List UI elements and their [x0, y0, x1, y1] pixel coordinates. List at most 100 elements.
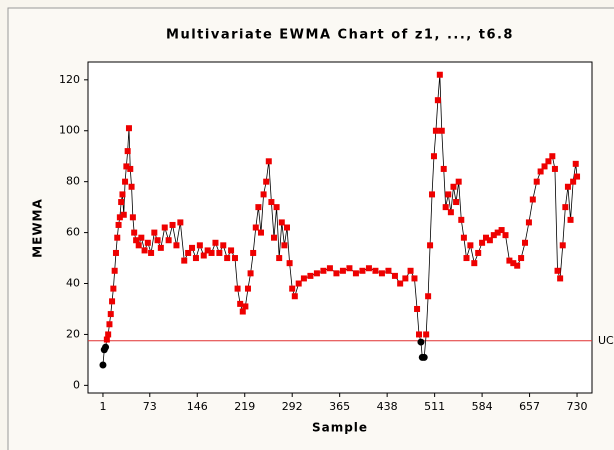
- y-tick-label: 60: [66, 226, 80, 239]
- point: [165, 237, 172, 244]
- point: [208, 249, 215, 256]
- x-tick-label: 73: [143, 400, 157, 413]
- point: [498, 227, 505, 234]
- point: [467, 242, 474, 249]
- point: [148, 249, 155, 256]
- y-tick-label: 40: [66, 277, 80, 290]
- point: [564, 183, 571, 190]
- point: [372, 267, 379, 274]
- point: [450, 183, 457, 190]
- point: [430, 153, 437, 160]
- x-tick-label: 584: [472, 400, 493, 413]
- point: [346, 265, 353, 272]
- point: [105, 331, 112, 338]
- point: [122, 178, 129, 185]
- point: [291, 293, 298, 300]
- point: [260, 191, 267, 198]
- point: [502, 232, 509, 239]
- point: [131, 229, 138, 236]
- point: [138, 234, 145, 241]
- point: [135, 242, 142, 249]
- point: [144, 239, 151, 246]
- chart-title: Multivariate EWMA Chart of z1, ..., t6.8: [166, 28, 514, 43]
- point: [192, 255, 199, 262]
- point: [463, 255, 470, 262]
- point: [414, 305, 421, 312]
- point: [359, 267, 366, 274]
- point: [234, 285, 241, 292]
- point: [127, 165, 134, 172]
- point: [397, 280, 404, 287]
- point: [115, 221, 122, 228]
- point: [111, 267, 118, 274]
- x-tick-label: 292: [282, 400, 303, 413]
- point: [286, 260, 293, 267]
- point: [102, 343, 110, 351]
- x-tick-label: 730: [567, 400, 588, 413]
- point: [411, 275, 418, 282]
- ucl-label: UC: [598, 334, 614, 347]
- point: [247, 270, 254, 277]
- point: [570, 178, 577, 185]
- point: [252, 224, 259, 231]
- point: [333, 270, 340, 277]
- point: [220, 242, 227, 249]
- point: [110, 285, 117, 292]
- x-tick-label: 146: [187, 400, 208, 413]
- point: [378, 270, 385, 277]
- point: [549, 153, 556, 160]
- point: [231, 255, 238, 262]
- point: [169, 221, 176, 228]
- point: [289, 285, 296, 292]
- point: [438, 127, 445, 134]
- x-tick-label: 1: [99, 400, 106, 413]
- point: [99, 361, 107, 369]
- point: [154, 237, 161, 244]
- point: [402, 275, 409, 282]
- point: [525, 219, 532, 226]
- point: [123, 163, 130, 170]
- x-tick-label: 438: [377, 400, 398, 413]
- point: [189, 244, 196, 251]
- point: [551, 165, 558, 172]
- point: [453, 199, 460, 206]
- point: [559, 242, 566, 249]
- point: [326, 265, 333, 272]
- x-axis-label: Sample: [312, 421, 368, 435]
- point: [434, 97, 441, 104]
- y-tick-label: 0: [73, 378, 80, 391]
- point: [572, 160, 579, 167]
- point: [320, 267, 327, 274]
- point: [181, 257, 188, 264]
- point: [133, 237, 140, 244]
- point: [475, 249, 482, 256]
- point: [106, 321, 113, 328]
- point: [196, 242, 203, 249]
- point: [429, 191, 436, 198]
- point: [129, 214, 136, 221]
- point: [242, 303, 249, 310]
- point: [365, 265, 372, 272]
- point: [265, 158, 272, 165]
- point: [545, 158, 552, 165]
- y-tick-label: 80: [66, 175, 80, 188]
- point: [442, 204, 449, 211]
- point: [116, 214, 123, 221]
- point: [281, 242, 288, 249]
- point: [490, 232, 497, 239]
- point: [107, 311, 114, 318]
- point: [537, 168, 544, 175]
- point: [522, 239, 529, 246]
- point: [554, 267, 561, 274]
- point: [270, 234, 277, 241]
- x-tick-label: 365: [329, 400, 350, 413]
- point: [119, 191, 126, 198]
- point: [482, 234, 489, 241]
- point: [518, 255, 525, 262]
- point: [455, 178, 462, 185]
- point: [416, 331, 423, 338]
- point: [278, 219, 285, 226]
- point: [212, 239, 219, 246]
- y-tick-label: 100: [59, 124, 80, 137]
